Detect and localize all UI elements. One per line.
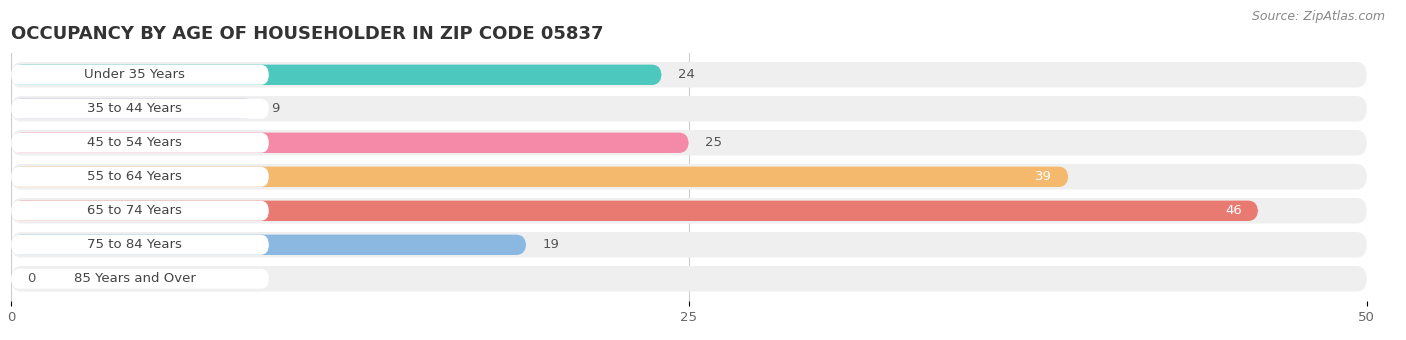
FancyBboxPatch shape	[11, 99, 269, 119]
FancyBboxPatch shape	[11, 65, 269, 85]
FancyBboxPatch shape	[11, 232, 1367, 257]
Text: OCCUPANCY BY AGE OF HOUSEHOLDER IN ZIP CODE 05837: OCCUPANCY BY AGE OF HOUSEHOLDER IN ZIP C…	[11, 25, 603, 43]
FancyBboxPatch shape	[11, 235, 269, 255]
Text: 39: 39	[1035, 170, 1052, 183]
FancyBboxPatch shape	[11, 130, 1367, 155]
FancyBboxPatch shape	[11, 99, 256, 119]
FancyBboxPatch shape	[11, 266, 1367, 291]
FancyBboxPatch shape	[11, 269, 269, 289]
FancyBboxPatch shape	[11, 65, 662, 85]
Text: 35 to 44 Years: 35 to 44 Years	[87, 102, 183, 115]
Text: 9: 9	[271, 102, 280, 115]
Text: 85 Years and Over: 85 Years and Over	[75, 272, 195, 285]
FancyBboxPatch shape	[11, 201, 1258, 221]
FancyBboxPatch shape	[11, 164, 1367, 189]
Text: 45 to 54 Years: 45 to 54 Years	[87, 136, 183, 149]
Text: 25: 25	[706, 136, 723, 149]
Text: 24: 24	[678, 68, 695, 81]
FancyBboxPatch shape	[11, 62, 1367, 87]
Text: 46: 46	[1225, 204, 1241, 217]
Text: 75 to 84 Years: 75 to 84 Years	[87, 238, 183, 251]
FancyBboxPatch shape	[11, 235, 526, 255]
Text: Under 35 Years: Under 35 Years	[84, 68, 186, 81]
FancyBboxPatch shape	[11, 198, 1367, 223]
Text: 55 to 64 Years: 55 to 64 Years	[87, 170, 183, 183]
FancyBboxPatch shape	[11, 167, 1069, 187]
FancyBboxPatch shape	[11, 96, 1367, 121]
Text: Source: ZipAtlas.com: Source: ZipAtlas.com	[1251, 10, 1385, 23]
FancyBboxPatch shape	[11, 167, 269, 187]
FancyBboxPatch shape	[11, 133, 689, 153]
FancyBboxPatch shape	[11, 133, 269, 153]
Text: 19: 19	[543, 238, 560, 251]
Text: 65 to 74 Years: 65 to 74 Years	[87, 204, 183, 217]
Text: 0: 0	[28, 272, 37, 285]
FancyBboxPatch shape	[11, 201, 269, 221]
